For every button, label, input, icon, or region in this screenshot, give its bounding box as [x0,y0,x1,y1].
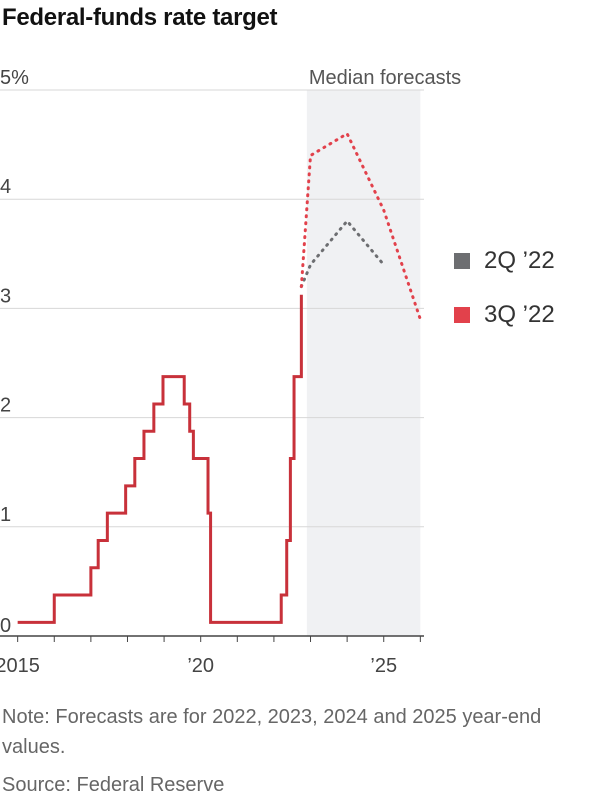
forecast-shade [306,90,421,636]
y-tick-label: 3 [0,285,11,307]
forecast-label: Median forecasts [309,67,461,89]
chart-note: Note: Forecasts are for 2022, 2023, 2024… [2,706,542,758]
y-tick-label: 4 [0,176,11,198]
legend-swatch-2q22 [454,253,470,269]
y-tick-label: 2 [0,395,11,417]
legend-item-2q22: 2Q ’22 [454,246,555,276]
legend: 2Q ’22 3Q ’22 [454,246,555,354]
series-line-3q22 [299,131,422,321]
x-tick-label: ’20 [187,655,214,677]
y-tick-label: 5% [0,67,29,89]
legend-label-3q22: 3Q ’22 [484,301,555,328]
legend-item-3q22: 3Q ’22 [454,300,555,330]
chart-plot: Median forecasts 0 1 2 3 4 5% 2015 ’20 ’25 [0,67,461,677]
y-tick-label: 1 [0,504,11,526]
actual-rate-line [17,294,303,624]
y-tick-label: 0 [0,615,11,637]
chart-source: Source: Federal Reserve [2,774,225,796]
legend-label-2q22: 2Q ’22 [484,247,555,274]
x-tick-label: ’25 [370,655,397,677]
x-tick-label: 2015 [0,655,40,677]
legend-swatch-3q22 [454,307,470,323]
chart-title: Federal-funds rate target [2,4,278,31]
